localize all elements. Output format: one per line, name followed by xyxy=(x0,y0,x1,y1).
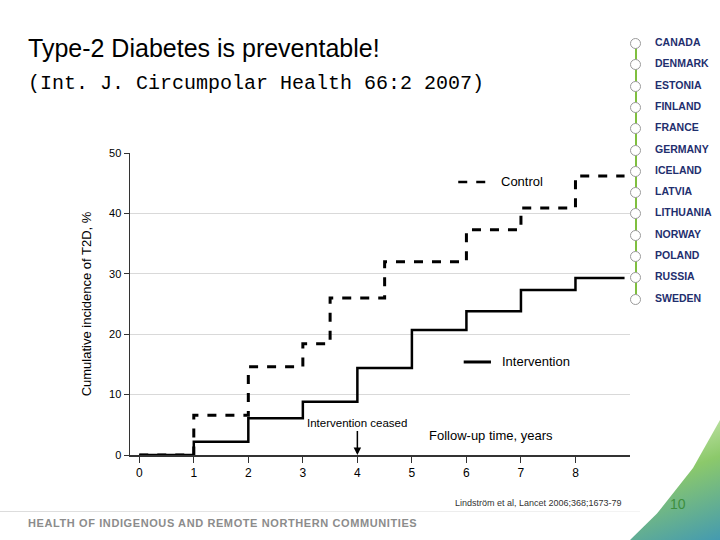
html-text:NORWAY: NORWAY xyxy=(655,227,702,240)
svg-text:0: 0 xyxy=(136,466,143,480)
html-text:Type-2 Diabetes is preventable: Type-2 Diabetes is preventable! xyxy=(28,34,380,62)
svg-text:6: 6 xyxy=(463,466,470,480)
svg-text:0: 0 xyxy=(115,449,121,461)
html-text:ESTONIA: ESTONIA xyxy=(655,78,702,91)
svg-text:2: 2 xyxy=(245,466,252,480)
svg-text:7: 7 xyxy=(518,466,525,480)
html-text:FRANCE: FRANCE xyxy=(655,121,699,134)
svg-text:8: 8 xyxy=(572,466,579,480)
html-text:POLAND: POLAND xyxy=(655,249,700,261)
html-text:FINLAND: FINLAND xyxy=(655,99,702,112)
svg-text:Intervention ceased: Intervention ceased xyxy=(307,417,407,429)
html-text:GERMANY: GERMANY xyxy=(655,142,709,155)
svg-text:20: 20 xyxy=(109,328,121,340)
svg-text:Control: Control xyxy=(501,174,543,189)
html-text:CANADA: CANADA xyxy=(655,36,701,48)
html-text:HEALTH OF INDIGENOUS AND REMOT: HEALTH OF INDIGENOUS AND REMOTE NORTHERN… xyxy=(28,517,418,529)
svg-text:30: 30 xyxy=(109,268,121,280)
html-text:SWEDEN: SWEDEN xyxy=(655,291,702,304)
html-text:DENMARK: DENMARK xyxy=(655,57,709,70)
html-text:(Int. J. Circumpolar Health 66: (Int. J. Circumpolar Health 66:2 2007) xyxy=(28,72,485,95)
html-text:LATVIA: LATVIA xyxy=(655,185,693,198)
html-text:Lindström et al, Lancet 2006;3: Lindström et al, Lancet 2006;368;1673-79 xyxy=(455,498,622,508)
svg-text:Intervention: Intervention xyxy=(502,354,570,369)
svg-text:10: 10 xyxy=(109,388,121,400)
svg-text:1: 1 xyxy=(190,466,197,480)
svg-text:Cumulative incidence of T2D, %: Cumulative incidence of T2D, % xyxy=(79,211,94,396)
svg-text:5: 5 xyxy=(409,466,416,480)
html-text:RUSSIA: RUSSIA xyxy=(655,270,695,283)
html-text:ICELAND: ICELAND xyxy=(655,163,702,176)
svg-text:4: 4 xyxy=(354,466,361,480)
svg-text:3: 3 xyxy=(300,466,307,480)
html-text:10: 10 xyxy=(670,496,686,512)
svg-text:50: 50 xyxy=(109,147,121,159)
html-text:LITHUANIA: LITHUANIA xyxy=(655,206,712,219)
svg-text:40: 40 xyxy=(109,207,121,219)
svg-text:Follow-up time, years: Follow-up time, years xyxy=(429,428,553,443)
